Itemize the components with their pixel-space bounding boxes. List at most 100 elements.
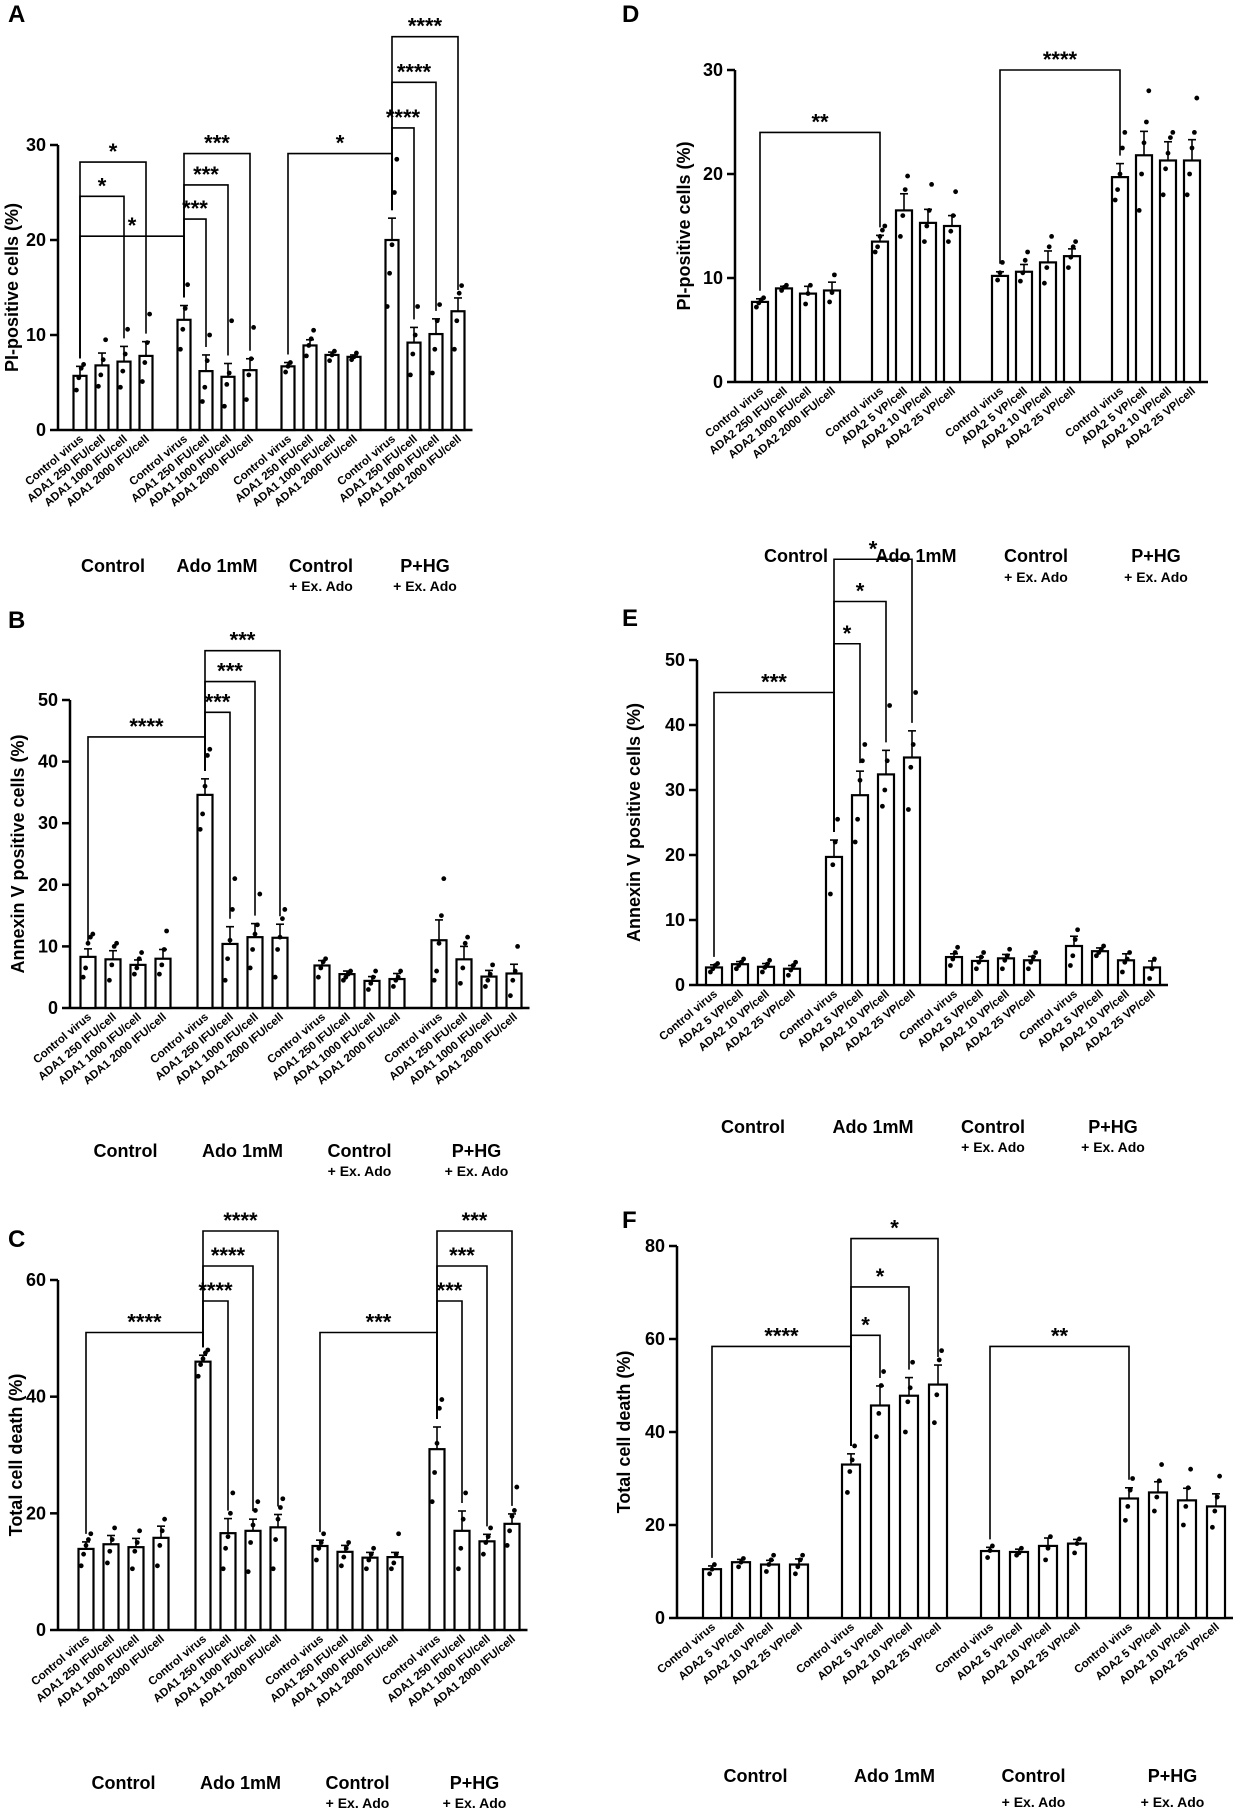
- data-point: [280, 916, 285, 922]
- data-point: [1045, 1545, 1051, 1551]
- bar: [450, 310, 466, 432]
- data-point: [351, 354, 357, 360]
- data-point: [1181, 1522, 1186, 1528]
- data-point: [1004, 953, 1010, 959]
- data-point: [875, 244, 880, 250]
- data-point: [96, 383, 101, 389]
- significance-label: ***: [217, 659, 243, 684]
- group-label: Ado 1mM: [177, 556, 258, 576]
- data-point: [849, 1457, 855, 1463]
- data-point: [456, 1566, 461, 1572]
- data-point: [1025, 249, 1030, 255]
- significance-bracket: [202, 1230, 279, 1507]
- data-point: [81, 1551, 86, 1557]
- data-point: [1146, 88, 1152, 94]
- data-point: [929, 182, 934, 187]
- group-label: Control: [764, 546, 828, 566]
- data-point: [1139, 171, 1144, 177]
- data-point: [483, 984, 488, 989]
- data-point: [1149, 966, 1155, 972]
- data-point: [1165, 150, 1171, 156]
- data-point: [273, 1537, 278, 1542]
- group-sublabel: + Ex. Ado: [961, 1139, 1025, 1155]
- data-point: [316, 1545, 322, 1551]
- data-point: [1007, 946, 1012, 952]
- data-point: [463, 1490, 468, 1496]
- data-point: [900, 213, 906, 219]
- bar: [970, 959, 990, 987]
- y-tick-label: 30: [38, 813, 58, 833]
- significance-bracket: [87, 736, 206, 941]
- data-point: [392, 190, 397, 195]
- significance-label: ***: [193, 162, 219, 187]
- data-point: [308, 336, 314, 342]
- data-point: [830, 862, 836, 868]
- data-point: [829, 290, 835, 295]
- data-point: [244, 397, 249, 402]
- significance-label: ***: [204, 131, 230, 156]
- data-point: [1163, 166, 1168, 172]
- data-point: [906, 807, 911, 812]
- y-tick-label: 50: [38, 690, 58, 710]
- significance-label: ****: [764, 1323, 799, 1348]
- data-point: [1072, 1550, 1077, 1556]
- bar: [72, 374, 88, 432]
- data-point: [1075, 927, 1080, 933]
- bar: [219, 1532, 237, 1632]
- data-point: [876, 1411, 882, 1416]
- data-point: [738, 1559, 744, 1565]
- data-point: [800, 1552, 805, 1558]
- group-label: Control: [721, 1117, 785, 1137]
- bar: [898, 1394, 920, 1620]
- data-point: [485, 1534, 491, 1540]
- data-point: [439, 1397, 445, 1402]
- y-tick-label: 40: [665, 715, 685, 735]
- data-point: [252, 931, 258, 937]
- y-tick-label: 0: [713, 372, 723, 392]
- data-point: [161, 947, 167, 952]
- data-point: [230, 1490, 236, 1496]
- group-sublabel: + Ex. Ado: [1124, 569, 1188, 585]
- panel-letter: D: [622, 1, 639, 28]
- group-label: P+HG: [1148, 1766, 1198, 1786]
- bar: [902, 756, 922, 987]
- bar: [221, 942, 239, 1010]
- y-tick-label: 20: [38, 875, 58, 895]
- group-label: Ado 1mM: [833, 1117, 914, 1137]
- bar: [774, 287, 794, 384]
- data-point: [1136, 208, 1142, 213]
- data-point: [510, 977, 516, 983]
- bar: [759, 1563, 781, 1620]
- y-tick-label: 10: [665, 910, 685, 930]
- y-tick-label: 10: [38, 936, 58, 956]
- data-point: [788, 967, 794, 973]
- data-point: [926, 208, 932, 213]
- data-point: [1043, 1557, 1048, 1563]
- data-point: [368, 980, 374, 986]
- significance-label: ***: [366, 1310, 392, 1335]
- data-point: [805, 291, 811, 296]
- data-point: [393, 1551, 399, 1557]
- bar: [979, 1549, 1001, 1620]
- data-point: [754, 304, 759, 310]
- group-label: P+HG: [450, 1773, 500, 1793]
- data-point: [1125, 1504, 1131, 1509]
- data-point: [1072, 937, 1078, 942]
- y-tick-label: 10: [703, 268, 723, 288]
- y-tick-label: 0: [675, 975, 685, 995]
- bar: [1147, 1491, 1169, 1620]
- data-point: [803, 301, 808, 307]
- data-point: [1188, 1466, 1193, 1472]
- significance-label: ****: [211, 1243, 246, 1268]
- data-point: [880, 803, 885, 809]
- data-point: [250, 947, 256, 952]
- y-tick-label: 30: [26, 135, 46, 155]
- data-point: [228, 1510, 233, 1516]
- data-point: [481, 1551, 486, 1557]
- significance-bracket: [989, 1345, 1130, 1540]
- data-point: [398, 968, 403, 974]
- data-point: [881, 1369, 886, 1374]
- y-tick-label: 40: [38, 752, 58, 772]
- data-point: [391, 984, 396, 989]
